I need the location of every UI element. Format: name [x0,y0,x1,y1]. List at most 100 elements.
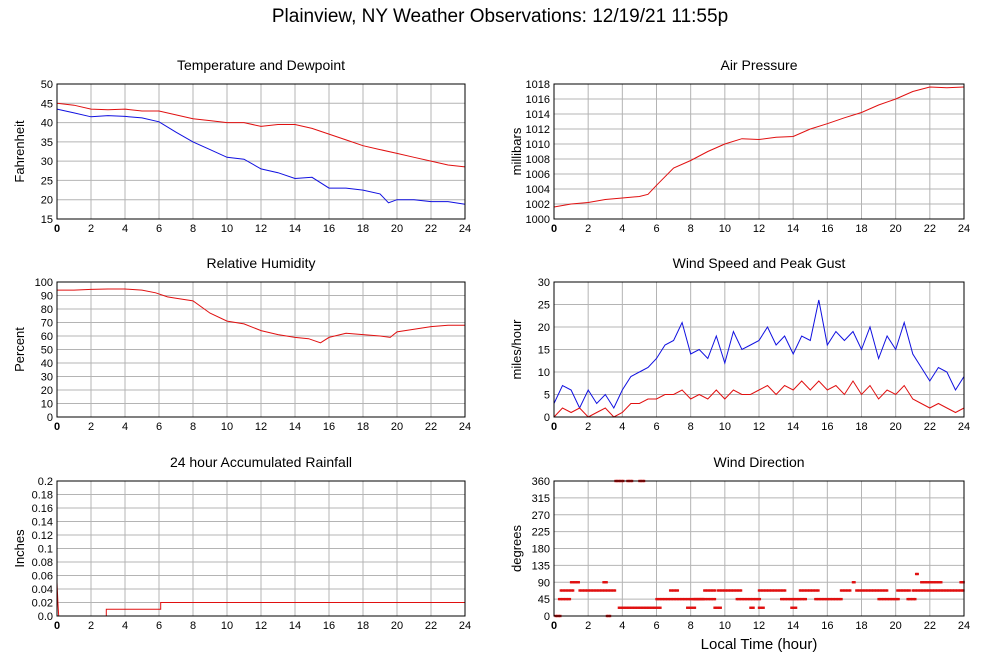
data-point [692,597,696,601]
data-point [695,597,699,601]
y-tick-label: 135 [532,560,550,572]
data-point [790,597,794,601]
data-point [661,597,664,601]
data-point [795,597,798,601]
y-axis-label: Percent [12,327,27,372]
x-tick-label: 2 [88,620,94,632]
data-point [571,589,575,592]
data-point [730,589,734,592]
data-point [940,581,943,584]
data-point [700,597,703,601]
data-point [922,589,925,592]
y-tick-label: 90 [538,577,550,589]
data-point [693,606,697,609]
y-tick-label: 0.02 [32,598,53,610]
data-point [673,597,677,601]
data-point [783,589,787,592]
data-point [906,589,910,592]
y-tick-label: 0.12 [32,530,53,542]
data-point [782,589,785,592]
data-point [762,589,765,592]
y-axis-label: millibars [509,127,524,175]
data-point [747,597,751,601]
y-tick-label: 50 [41,79,53,91]
data-point [882,589,886,592]
y-tick-label: 30 [538,277,550,289]
data-point [687,606,690,609]
plot-frame [56,281,466,418]
data-point [939,589,942,592]
data-point [808,589,811,592]
data-point [595,589,598,592]
x-tick-label: 4 [619,421,625,433]
data-point [759,606,762,609]
data-point [835,597,839,601]
data-point [883,597,886,601]
data-point [612,589,615,592]
data-point [587,589,591,592]
data-point [666,597,669,601]
data-point [697,597,700,601]
data-point [791,606,795,609]
data-point [828,597,831,601]
y-tick-label: 20 [41,195,53,207]
data-point [930,589,933,592]
data-point [916,572,919,576]
data-point [960,581,964,584]
data-point [740,597,743,601]
data-point [602,581,605,584]
chart-title: Air Pressure [720,57,797,73]
x-tick-label: 10 [221,620,233,632]
x-tick-label: 16 [323,223,335,235]
data-point [657,606,661,609]
data-point [749,597,752,601]
x-tick-label: 8 [688,223,694,235]
data-point [692,606,695,609]
y-tick-label: 0 [47,412,53,424]
plot-frame [553,83,965,220]
data-point [557,597,561,601]
data-point [945,589,948,592]
x-tick-label: 2 [88,421,94,433]
data-point [914,572,918,576]
data-point [774,589,778,592]
x-tick-label: 24 [958,620,970,632]
data-point [957,589,961,592]
data-point [909,597,912,601]
y-tick-label: 0.18 [32,490,53,502]
data-point [940,589,944,592]
x-tick-label: 4 [122,421,128,433]
data-point [832,597,836,601]
data-point [829,597,832,601]
data-point [872,589,875,592]
data-point [923,581,926,584]
y-tick-label: 80 [41,304,53,316]
data-point [609,589,612,592]
y-tick-label: 0.04 [32,584,53,596]
data-point [784,597,788,601]
data-point [892,597,896,601]
data-point [914,589,918,592]
data-point [676,597,680,601]
data-point [732,589,735,592]
data-point [875,589,878,592]
data-point [750,606,754,609]
data-point [653,606,656,609]
x-tick-label: 16 [821,421,833,433]
data-point [779,589,782,592]
data-point [744,597,748,601]
data-point [709,597,712,601]
data-point [806,589,809,592]
x-tick-label: 12 [753,421,765,433]
y-tick-label: 0.2 [38,476,53,488]
y-tick-label: 0.0 [38,611,53,623]
data-point [610,589,614,592]
data-point [686,597,689,601]
data-point [586,589,589,592]
data-point [888,597,891,601]
x-tick-label: 20 [391,620,403,632]
data-point [834,597,837,601]
x-tick-label: 22 [924,620,936,632]
data-point [694,597,697,601]
